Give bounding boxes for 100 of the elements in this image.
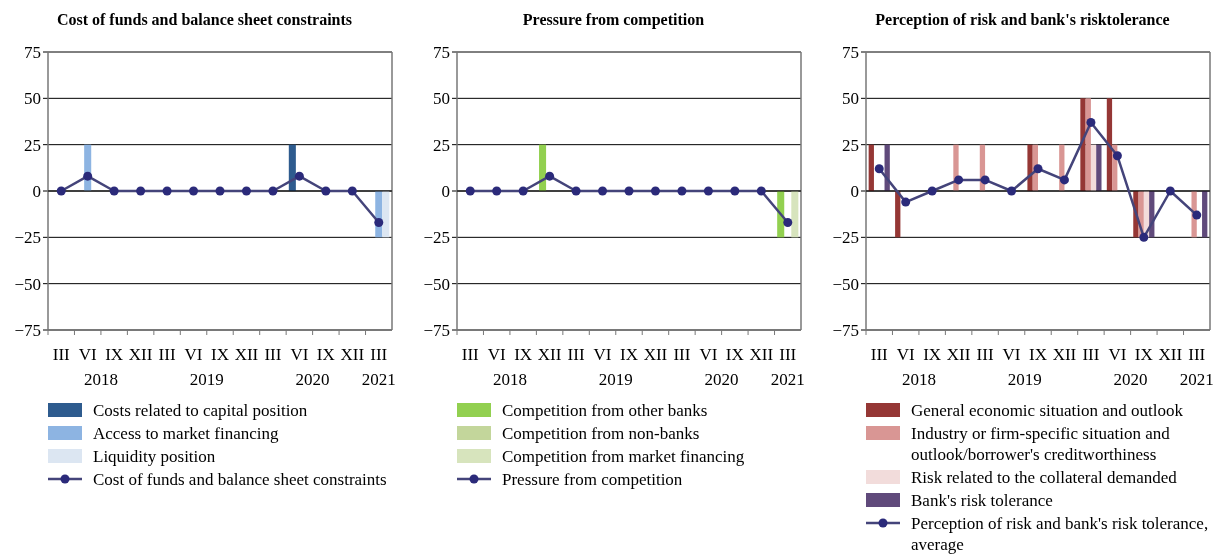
bar xyxy=(1202,191,1208,238)
point xyxy=(874,164,884,174)
x-tick-label: VI xyxy=(487,345,506,364)
text: 2019 xyxy=(598,370,633,389)
x-tick-label: VI xyxy=(1002,345,1021,364)
x-tick-label: III xyxy=(976,345,994,364)
x-tick-label: XII xyxy=(537,345,562,364)
x-tick-label: XII xyxy=(234,345,259,364)
point xyxy=(492,186,502,196)
x-tick-label: XII xyxy=(1158,345,1183,364)
point xyxy=(545,171,555,181)
bar xyxy=(868,144,874,191)
legend-label: Perception of risk and bank's risk tolerance, average xyxy=(911,514,1209,554)
legend-label: Industry or firm-specific situation and outlook/borrower's creditworthiness xyxy=(911,424,1171,464)
point xyxy=(927,186,937,196)
bar xyxy=(1090,144,1097,191)
x-tick-label: IX xyxy=(1029,345,1047,364)
legend-label: Access to market financing xyxy=(93,424,280,443)
x-tick-label: III xyxy=(870,345,889,364)
y-tick-label: 25 xyxy=(842,135,859,155)
chart-title: Pressure from competition xyxy=(522,11,705,29)
x-tick-label: III xyxy=(1188,345,1206,364)
y-tick-label: 50 xyxy=(24,89,41,109)
legend-label: Pressure from competition xyxy=(502,470,683,489)
text: 2021 xyxy=(1179,370,1214,389)
point xyxy=(954,175,964,185)
x-tick-label: IX xyxy=(105,345,124,364)
point xyxy=(241,186,251,196)
point xyxy=(730,186,740,196)
legend-label: Competition from market financing xyxy=(502,447,745,466)
point xyxy=(268,186,278,196)
x-tick-label: III xyxy=(779,345,797,364)
x-tick-label: XII xyxy=(1052,345,1077,364)
x-tick-label: III xyxy=(370,345,388,364)
y-tick-label: −25 xyxy=(14,228,41,248)
y-tick-label: 0 xyxy=(441,182,450,201)
point xyxy=(136,186,146,196)
point xyxy=(1139,232,1149,242)
y-tick-label: −50 xyxy=(832,274,859,294)
text: 2020 xyxy=(1113,370,1148,389)
y-tick-label: 75 xyxy=(433,43,450,62)
x-tick-label: VI xyxy=(1108,345,1127,364)
x-tick-label: XII xyxy=(643,345,668,364)
legend-label: Cost of funds and balance sheet constraints xyxy=(93,470,387,489)
x-tick-label: XII xyxy=(340,345,365,364)
legend-label: Competition from other banks xyxy=(502,401,708,420)
text: 2021 xyxy=(361,370,396,389)
y-tick-label: 25 xyxy=(433,135,450,155)
point xyxy=(598,186,608,196)
legend-label: Liquidity position xyxy=(93,447,216,466)
y-tick-label: 50 xyxy=(433,89,450,109)
y-tick-label: −25 xyxy=(832,228,859,248)
x-tick-label: XII xyxy=(749,345,774,364)
x-tick-label: IX xyxy=(514,345,533,364)
point xyxy=(465,186,475,196)
legend-label: General economic situation and outlook xyxy=(911,401,1184,420)
x-tick-label: III xyxy=(567,345,585,364)
x-tick-label: IX xyxy=(211,345,229,364)
x-tick-label: III xyxy=(264,345,282,364)
text: 2019 xyxy=(1007,370,1042,389)
text: 2018 xyxy=(901,370,936,389)
point xyxy=(756,186,766,196)
bar xyxy=(1080,98,1086,191)
x-tick-label: XII xyxy=(946,345,971,364)
bar xyxy=(1027,144,1033,191)
y-tick-label: 75 xyxy=(24,43,41,62)
y-tick-label: 75 xyxy=(842,43,859,62)
chart-title: Perception of risk and bank's risktolerance xyxy=(875,11,1170,29)
legend-label: Competition from non-banks xyxy=(502,424,700,443)
point xyxy=(1112,151,1122,161)
text: 2021 xyxy=(770,370,805,389)
point xyxy=(109,186,119,196)
x-tick-label: XII xyxy=(128,345,153,364)
x-tick-label: VI xyxy=(699,345,718,364)
x-tick-label: IX xyxy=(725,345,744,364)
x-tick-label: III xyxy=(461,345,480,364)
point xyxy=(374,218,384,228)
x-tick-label: VI xyxy=(593,345,612,364)
point xyxy=(783,218,793,228)
point xyxy=(294,171,304,181)
point xyxy=(1007,186,1017,196)
point xyxy=(56,186,66,196)
x-tick-label: III xyxy=(52,345,71,364)
point xyxy=(162,186,172,196)
point xyxy=(1033,164,1043,174)
point xyxy=(650,186,660,196)
point xyxy=(1165,186,1175,196)
point xyxy=(83,171,93,181)
y-tick-label: −50 xyxy=(423,274,450,294)
x-tick-label: IX xyxy=(923,345,942,364)
text: 2020 xyxy=(704,370,739,389)
x-tick-label: III xyxy=(673,345,691,364)
point xyxy=(518,186,528,196)
x-tick-label: IX xyxy=(1134,345,1153,364)
point xyxy=(980,175,990,185)
bar xyxy=(1096,144,1102,191)
x-tick-label: III xyxy=(158,345,176,364)
y-tick-label: −75 xyxy=(832,321,859,340)
point xyxy=(321,186,331,196)
point xyxy=(677,186,687,196)
